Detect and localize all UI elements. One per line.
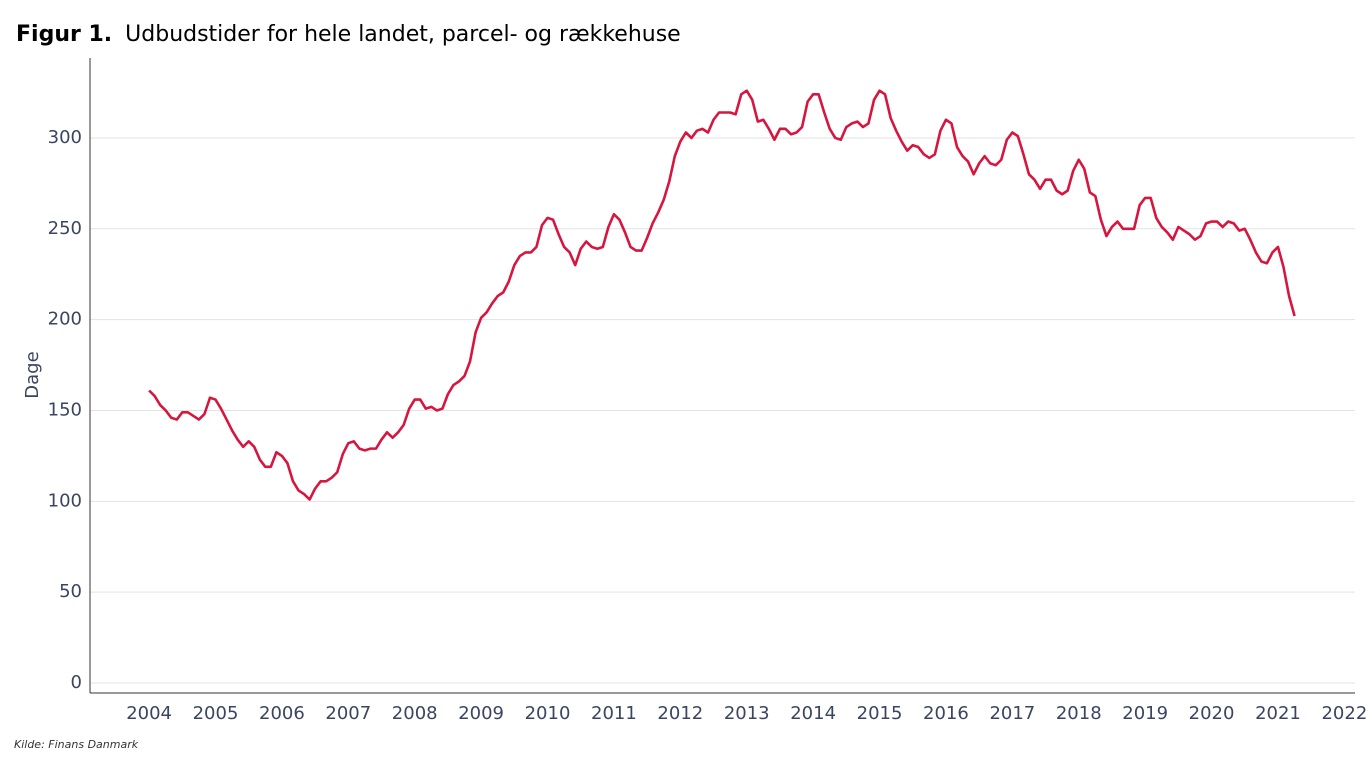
- x-tick-label: 2006: [259, 703, 305, 724]
- chart-title: Udbudstider for hele landet, parcel- og …: [125, 22, 681, 47]
- y-tick-label: 100: [48, 490, 82, 511]
- x-tick-label: 2005: [193, 703, 239, 724]
- x-tick-label: 2012: [657, 703, 703, 724]
- x-tick-label: 2004: [126, 703, 172, 724]
- y-tick-label: 250: [48, 218, 82, 239]
- x-tick-label: 2018: [1056, 703, 1102, 724]
- data-line: [148, 89, 1296, 501]
- x-tick-label: 2021: [1255, 703, 1301, 724]
- x-tick-label: 2009: [458, 703, 504, 724]
- x-tick-label: 2008: [392, 703, 438, 724]
- source-note: Kilde: Finans Danmark: [14, 738, 139, 751]
- y-axis-label: Dage: [22, 351, 43, 398]
- y-tick-label: 150: [48, 399, 82, 420]
- figure-label: Figur 1.: [16, 22, 112, 47]
- x-tick-label: 2016: [923, 703, 969, 724]
- x-tick-label: 2013: [724, 703, 770, 724]
- x-tick-label: 2019: [1122, 703, 1168, 724]
- y-tick-label: 300: [48, 127, 82, 148]
- y-tick-label: 50: [59, 581, 82, 602]
- x-tick-label: 2010: [525, 703, 571, 724]
- x-tick-label: 2015: [857, 703, 903, 724]
- chart-heading: Figur 1. Udbudstider for hele landet, pa…: [16, 22, 681, 47]
- y-tick-label: 200: [48, 309, 82, 330]
- x-tick-label: 2017: [989, 703, 1035, 724]
- x-tick-label: 2007: [325, 703, 371, 724]
- x-tick-label: 2022: [1321, 703, 1366, 724]
- x-tick-label: 2011: [591, 703, 637, 724]
- y-tick-label: 0: [71, 672, 82, 693]
- x-tick-label: 2020: [1189, 703, 1235, 724]
- x-tick-label: 2014: [790, 703, 836, 724]
